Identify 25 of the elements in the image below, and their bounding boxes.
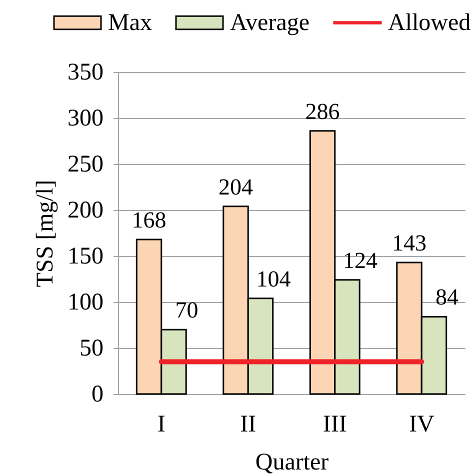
- data-label: 168: [132, 207, 166, 232]
- x-tick-label: I: [157, 412, 166, 438]
- x-tick-label: III: [322, 412, 347, 438]
- y-tick-label: 250: [68, 152, 104, 178]
- y-tick-label: 50: [80, 336, 104, 362]
- data-label: 124: [342, 248, 378, 273]
- x-tick-label: IV: [408, 412, 435, 438]
- x-axis-title: Quarter: [255, 450, 329, 475]
- data-label: 104: [256, 266, 292, 292]
- data-label: 143: [392, 230, 427, 256]
- legend-label: Average: [230, 10, 310, 36]
- y-axis-title: TSS [mg/l]: [32, 180, 58, 288]
- data-label: 84: [435, 284, 459, 310]
- y-tick-label: 100: [68, 290, 104, 316]
- y-tick-label: 300: [68, 106, 104, 132]
- data-label: 286: [305, 98, 340, 124]
- y-tick-label: 200: [68, 198, 104, 224]
- y-tick-label: 350: [68, 60, 104, 86]
- legend-label: Max: [108, 10, 152, 36]
- y-tick-label: 150: [68, 244, 104, 270]
- x-tick-label: II: [240, 412, 256, 438]
- data-label: 204: [218, 174, 254, 200]
- legend-label: Allowed: [388, 10, 471, 36]
- data-label: 70: [175, 298, 198, 323]
- y-tick-label: 0: [92, 382, 104, 408]
